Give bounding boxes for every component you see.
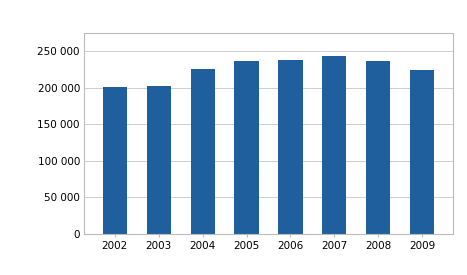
Bar <box>234 62 259 234</box>
Bar <box>410 70 434 234</box>
Bar <box>147 86 171 234</box>
Bar <box>322 56 347 234</box>
Bar <box>366 61 390 234</box>
Bar <box>191 69 215 234</box>
Bar <box>103 87 127 234</box>
Bar <box>278 60 303 234</box>
